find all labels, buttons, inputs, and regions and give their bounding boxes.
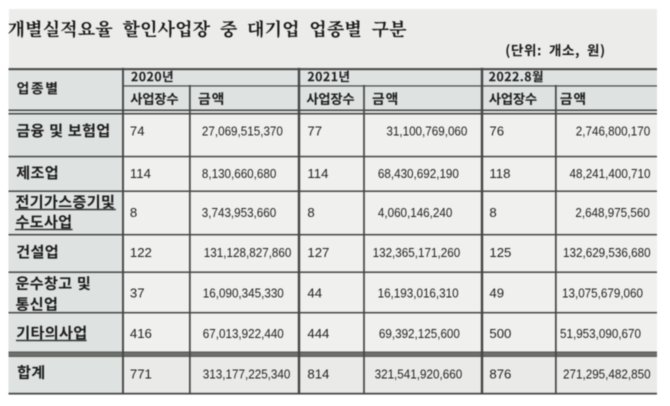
svg-text:31,100,769,060: 31,100,769,060 [386, 123, 467, 138]
svg-text:114: 114 [130, 166, 151, 181]
svg-text:2,648,975,560: 2,648,975,560 [575, 205, 649, 220]
svg-text:118: 118 [489, 166, 510, 181]
svg-text:2,746,800,170: 2,746,800,170 [576, 123, 650, 138]
svg-text:8: 8 [130, 205, 137, 220]
svg-text:27,069,515,370: 27,069,515,370 [202, 123, 283, 138]
svg-text:77: 77 [307, 123, 322, 138]
svg-text:8: 8 [307, 205, 314, 220]
svg-text:814: 814 [307, 366, 329, 381]
svg-text:76: 76 [489, 123, 504, 138]
svg-text:416: 416 [130, 326, 152, 341]
svg-text:876: 876 [489, 366, 511, 381]
svg-text:67,013,922,440: 67,013,922,440 [203, 326, 284, 341]
svg-text:500: 500 [489, 326, 511, 341]
svg-text:444: 444 [307, 326, 329, 341]
svg-text:68,430,692,190: 68,430,692,190 [378, 166, 459, 181]
svg-text:127: 127 [307, 245, 329, 260]
svg-text:132,365,171,260: 132,365,171,260 [373, 245, 461, 260]
svg-text:48,241,400,710: 48,241,400,710 [570, 166, 651, 181]
svg-text:8,130,660,680: 8,130,660,680 [202, 166, 276, 181]
svg-text:8: 8 [489, 205, 496, 220]
svg-text:321,541,920,660: 321,541,920,660 [375, 366, 463, 381]
svg-text:131,128,827,860: 131,128,827,860 [204, 245, 292, 260]
svg-text:114: 114 [307, 166, 328, 181]
svg-text:74: 74 [130, 123, 145, 138]
svg-text:122: 122 [130, 245, 152, 260]
svg-text:16,090,345,330: 16,090,345,330 [203, 286, 284, 301]
svg-text:37: 37 [130, 286, 145, 301]
svg-text:771: 771 [130, 366, 152, 381]
svg-text:313,177,225,340: 313,177,225,340 [203, 366, 291, 381]
svg-text:16,193,016,310: 16,193,016,310 [378, 286, 459, 301]
svg-text:125: 125 [489, 245, 511, 260]
svg-text:271,295,482,850: 271,295,482,850 [563, 366, 651, 381]
svg-text:3,743,953,660: 3,743,953,660 [202, 205, 276, 220]
svg-text:4,060,146,240: 4,060,146,240 [378, 205, 452, 220]
svg-text:69,392,125,600: 69,392,125,600 [379, 326, 460, 341]
svg-text:44: 44 [307, 286, 322, 301]
svg-text:51,953,090,670: 51,953,090,670 [560, 326, 641, 341]
svg-text:132,629,536,680: 132,629,536,680 [563, 245, 651, 260]
svg-text:49: 49 [489, 286, 504, 301]
svg-text:13,075,679,060: 13,075,679,060 [562, 286, 643, 301]
